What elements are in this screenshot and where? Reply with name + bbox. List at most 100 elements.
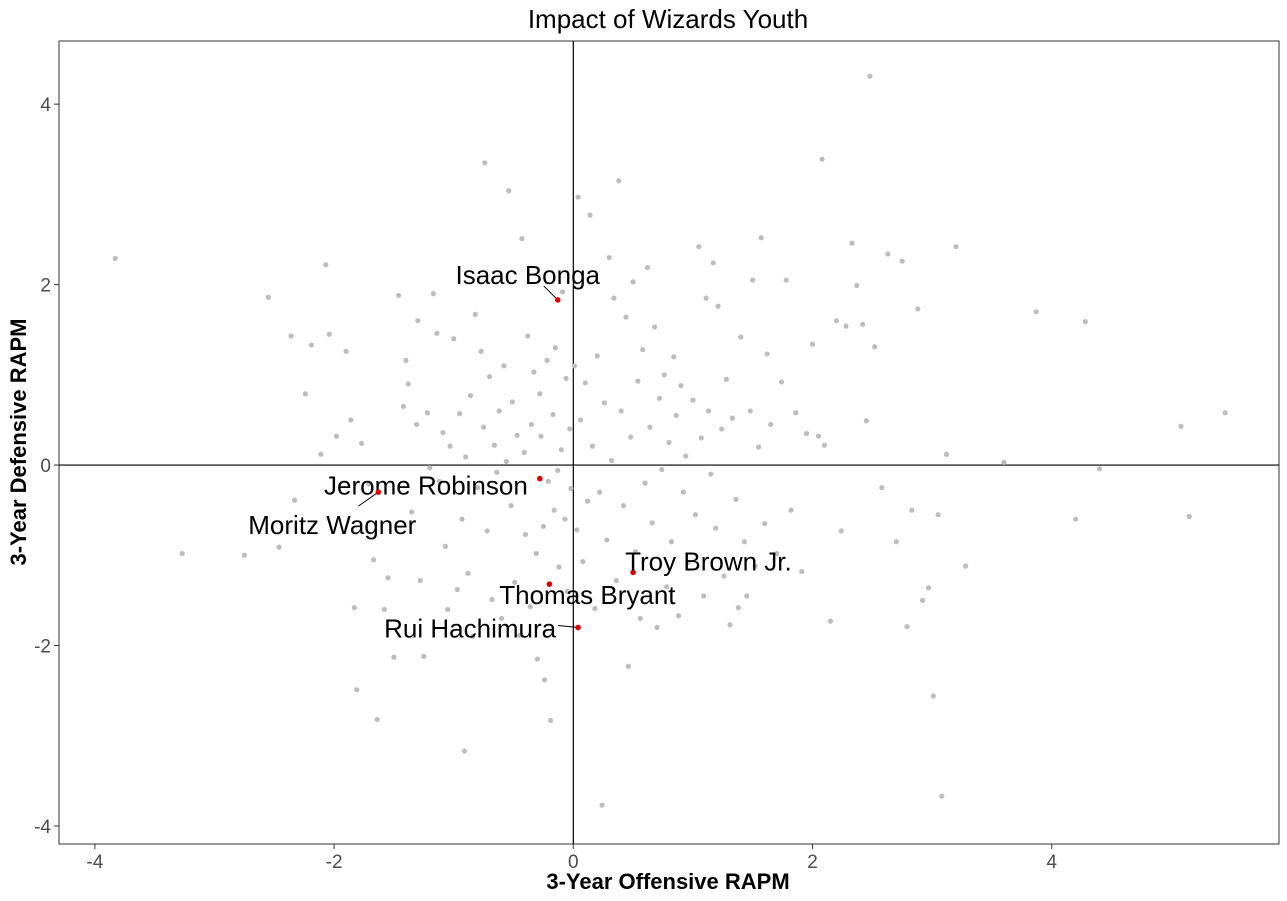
data-point (692, 512, 698, 518)
data-point (421, 653, 427, 659)
data-point (630, 279, 636, 285)
data-point (652, 324, 658, 330)
data-point (533, 550, 539, 557)
data-point (799, 568, 805, 575)
data-point (604, 537, 610, 543)
data-point (729, 415, 735, 421)
data-point (713, 525, 719, 531)
data-point (318, 451, 324, 457)
data-point (644, 264, 651, 271)
data-point (616, 178, 622, 184)
data-point (427, 465, 433, 471)
data-point (574, 527, 580, 533)
data-point (943, 451, 950, 457)
data-point (819, 156, 825, 162)
data-point (580, 558, 586, 565)
data-point (654, 624, 660, 631)
data-point (555, 467, 561, 474)
data-point (391, 654, 397, 660)
data-point (803, 430, 810, 437)
data-point (909, 507, 915, 513)
data-point (582, 380, 588, 386)
data-point (467, 392, 474, 399)
y-axis-title: 3-Year Defensive RAPM (6, 319, 31, 566)
data-point (265, 294, 271, 300)
data-point (1178, 423, 1184, 429)
y-tick-label: 4 (40, 95, 51, 116)
player-label: Rui Hachimura (384, 613, 556, 643)
label-leader-line (358, 491, 379, 507)
data-point (678, 383, 684, 389)
data-point (715, 303, 721, 309)
data-point (611, 295, 617, 301)
data-point (649, 520, 655, 526)
data-point (486, 374, 493, 380)
data-point (461, 748, 468, 754)
data-point (661, 372, 667, 378)
data-point (567, 426, 573, 432)
data-point (540, 523, 547, 530)
data-point (542, 677, 548, 683)
data-point (501, 363, 507, 369)
player-label: Isaac Bonga (455, 260, 600, 290)
data-point (575, 194, 581, 200)
data-point (179, 550, 185, 557)
data-point (930, 693, 936, 699)
data-point (664, 584, 670, 590)
data-point (528, 421, 535, 428)
data-point (112, 255, 118, 262)
data-point (683, 453, 689, 459)
data-point (953, 244, 959, 250)
data-point (519, 235, 525, 242)
data-point (571, 363, 578, 369)
data-point (735, 605, 741, 611)
data-point (481, 424, 487, 430)
y-tick-label: 0 (40, 456, 51, 477)
data-point (860, 321, 866, 327)
data-point (606, 254, 612, 261)
data-point (241, 552, 247, 558)
data-point (472, 311, 478, 317)
data-point (370, 557, 377, 563)
data-point (893, 539, 899, 545)
data-point (288, 333, 294, 339)
data-point (1073, 516, 1079, 522)
data-point (447, 443, 453, 449)
highlighted-points: Isaac Bonga Jerome Robinson Moritz Wagner T… (248, 260, 791, 644)
x-tick-label: 2 (807, 852, 818, 873)
data-point (680, 489, 686, 495)
data-point (478, 348, 484, 354)
data-point (454, 586, 460, 593)
data-point (559, 289, 566, 295)
data-point (537, 391, 543, 397)
data-point (424, 410, 430, 416)
y-tick-label: 2 (40, 276, 51, 297)
data-point (326, 331, 332, 337)
data-point (597, 489, 603, 495)
data-point (558, 447, 564, 453)
data-point (417, 577, 423, 584)
data-point (592, 605, 598, 612)
data-point (531, 369, 537, 375)
player-label: Troy Brown Jr. (625, 546, 792, 576)
data-point (849, 240, 855, 246)
data-point (821, 442, 828, 448)
data-point (705, 408, 712, 414)
highlighted-point (375, 489, 382, 495)
data-point (489, 596, 495, 603)
data-point (503, 458, 509, 465)
data-point (723, 376, 730, 382)
data-point (512, 579, 518, 585)
player-label: Thomas Bryant (499, 580, 676, 610)
data-point (838, 528, 844, 534)
data-point (833, 318, 840, 324)
x-tick-label: 0 (568, 852, 579, 873)
data-point (899, 258, 905, 264)
data-point (879, 485, 885, 491)
data-point (756, 444, 762, 450)
data-point (733, 496, 739, 502)
data-point (403, 357, 409, 363)
data-point (527, 604, 533, 610)
data-point (727, 622, 733, 628)
